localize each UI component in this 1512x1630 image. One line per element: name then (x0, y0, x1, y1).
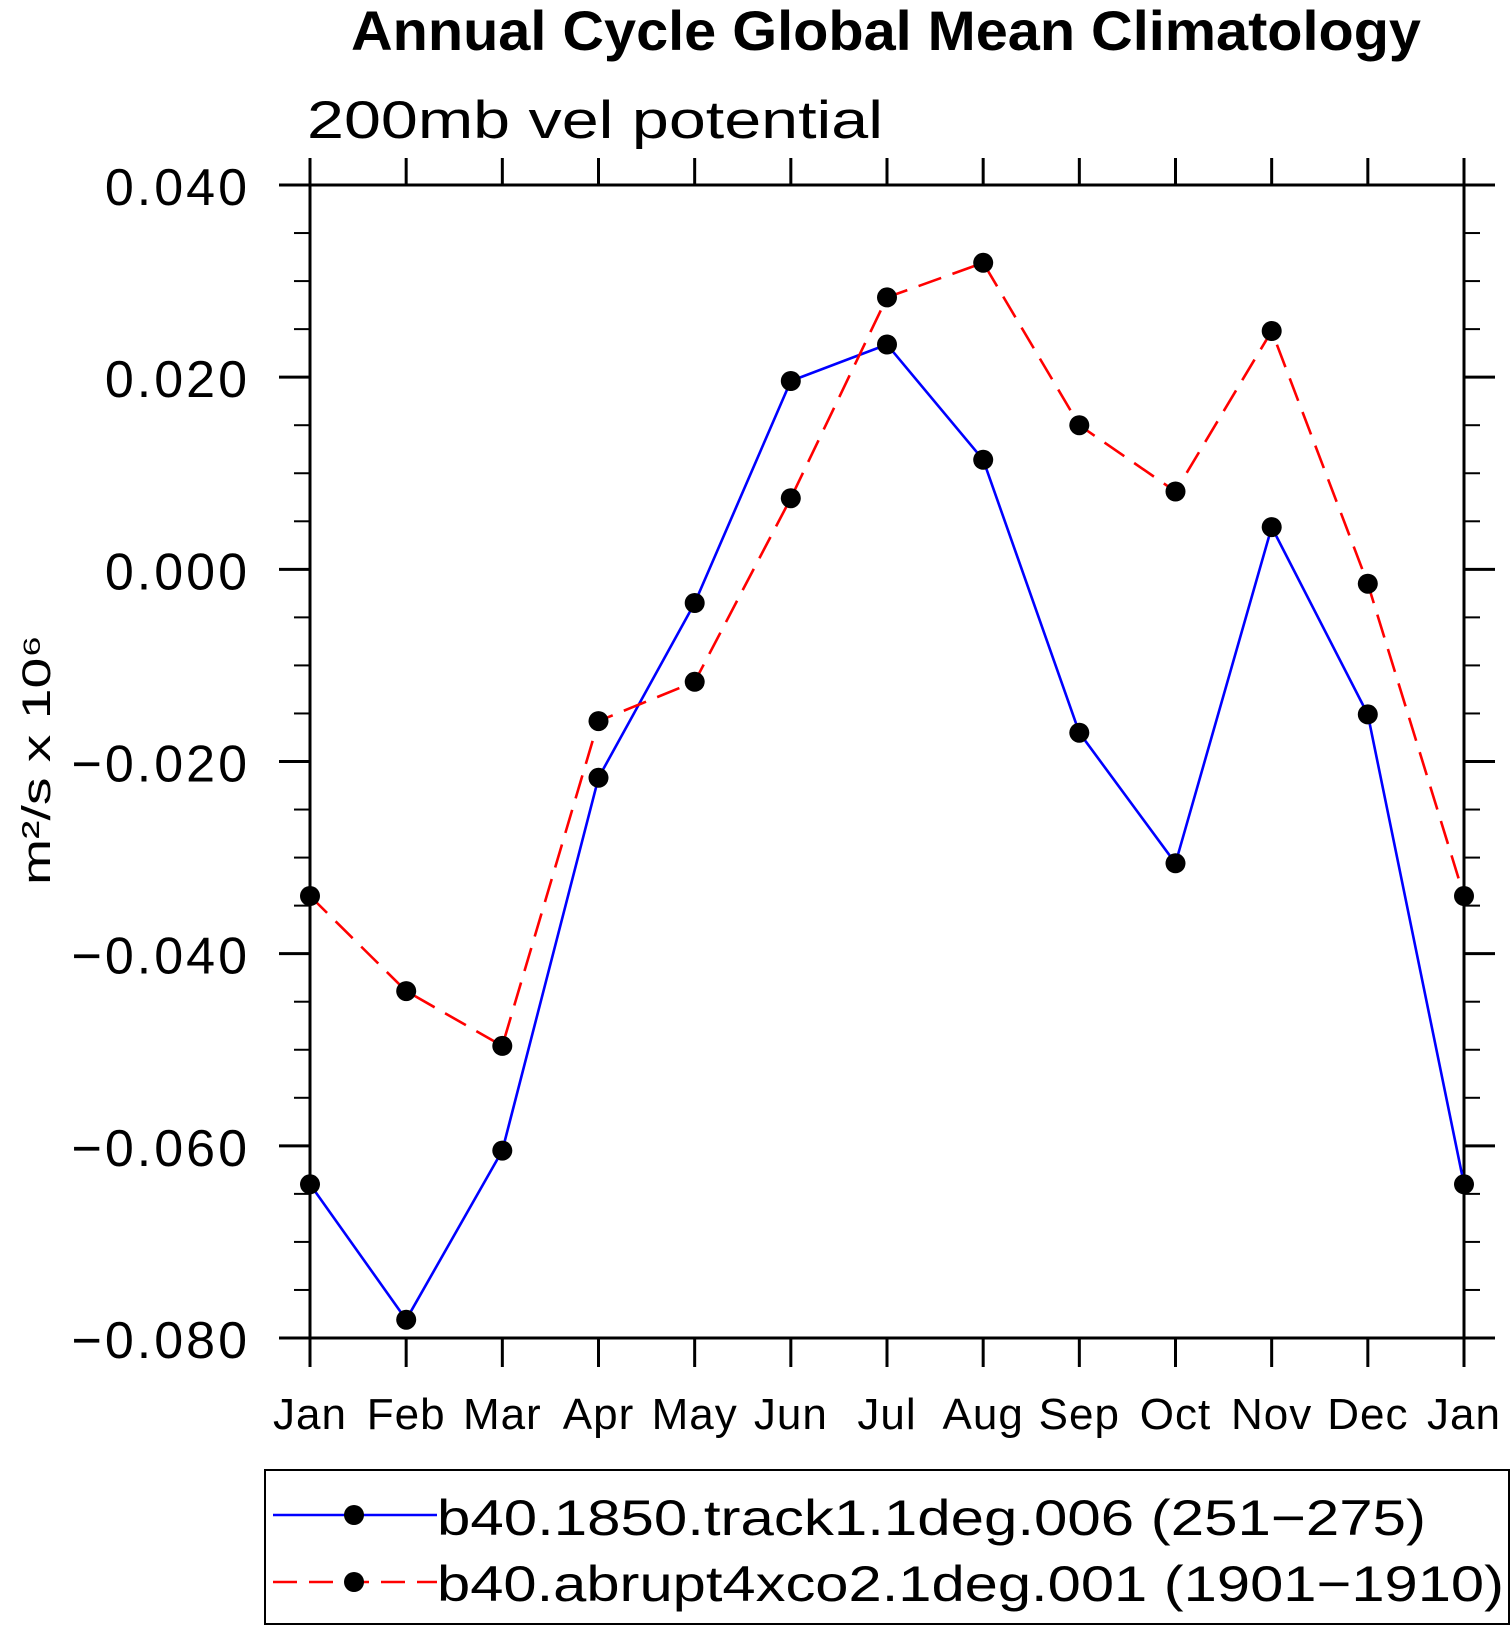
data-point-series-2 (1261, 321, 1282, 341)
data-point-series-1 (1165, 853, 1186, 874)
data-point-series-2 (877, 287, 897, 308)
y-tick-label: −0.020 (72, 736, 251, 794)
legend-label-series-1: b40.1850.track1.1deg.006 (251−275) (437, 1490, 1426, 1546)
data-point-series-2 (684, 671, 705, 692)
y-tick-label: −0.040 (72, 928, 251, 986)
x-tick-label: Sep (1039, 1390, 1120, 1439)
data-point-series-2 (492, 1035, 513, 1056)
data-point-series-1 (588, 767, 609, 788)
x-tick-label: Jan (273, 1390, 347, 1439)
data-point-series-1 (1261, 517, 1282, 538)
legend-marker-series-2 (344, 1572, 364, 1592)
data-point-series-2 (396, 981, 417, 1002)
data-point-series-1 (684, 593, 705, 613)
series-line-1 (308, 343, 1466, 1321)
legend: b40.1850.track1.1deg.006 (251−275) b40.a… (264, 1469, 1510, 1625)
data-point-series-2 (588, 711, 609, 732)
x-tick-label: Oct (1140, 1390, 1211, 1439)
data-point-series-2 (780, 488, 801, 509)
data-point-series-2 (1165, 481, 1186, 502)
x-tick-label: Nov (1231, 1390, 1312, 1439)
legend-box (264, 1469, 1510, 1625)
data-point-series-1 (1069, 722, 1090, 743)
data-point-series-2 (300, 886, 320, 906)
x-tick-label: Jun (754, 1390, 828, 1439)
y-axis-label: m²/s x 10⁶ (15, 635, 59, 885)
legend-label-series-2: b40.abrupt4xco2.1deg.001 (1901−1910) (437, 1556, 1504, 1612)
data-point-series-1 (300, 1174, 320, 1195)
x-tick-label: Apr (563, 1390, 634, 1439)
x-tick-label: Dec (1327, 1390, 1408, 1439)
data-point-series-1 (492, 1140, 513, 1161)
legend-marker-series-1 (344, 1505, 364, 1525)
y-tick-label: 0.000 (105, 543, 250, 601)
axes: Jan Feb Mar Apr May Jun Jul Aug Sep Oct Nov Dec Jan−… (72, 158, 1501, 1439)
x-tick-label: Feb (367, 1390, 446, 1439)
data-point-series-2 (973, 252, 994, 273)
chart-title: Annual Cycle Global Mean Climatology (351, 0, 1421, 62)
series-markers (300, 252, 1474, 1330)
data-point-series-1 (780, 371, 801, 391)
series-lines (308, 261, 1466, 1321)
y-tick-label: −0.060 (72, 1120, 251, 1178)
data-point-series-2 (1454, 886, 1474, 906)
data-point-series-2 (1069, 415, 1090, 436)
data-point-series-1 (1454, 1174, 1474, 1195)
chart-subtitle: 200mb vel potential (307, 91, 883, 150)
data-point-series-1 (973, 449, 994, 470)
y-tick-label: 0.020 (105, 351, 250, 409)
x-tick-label: Aug (943, 1390, 1024, 1439)
data-point-series-1 (1357, 704, 1378, 725)
plot-frame (308, 183, 1466, 1340)
y-tick-label: 0.040 (105, 159, 250, 217)
data-point-series-2 (1357, 573, 1378, 594)
series-line-2 (309, 261, 1466, 1048)
x-tick-label: May (652, 1390, 738, 1439)
y-tick-label: −0.080 (72, 1312, 251, 1370)
x-tick-label: Jul (857, 1390, 916, 1439)
data-point-series-1 (877, 334, 897, 355)
data-point-series-1 (396, 1309, 417, 1330)
x-tick-label: Jan (1427, 1390, 1501, 1439)
x-tick-label: Mar (463, 1390, 542, 1439)
